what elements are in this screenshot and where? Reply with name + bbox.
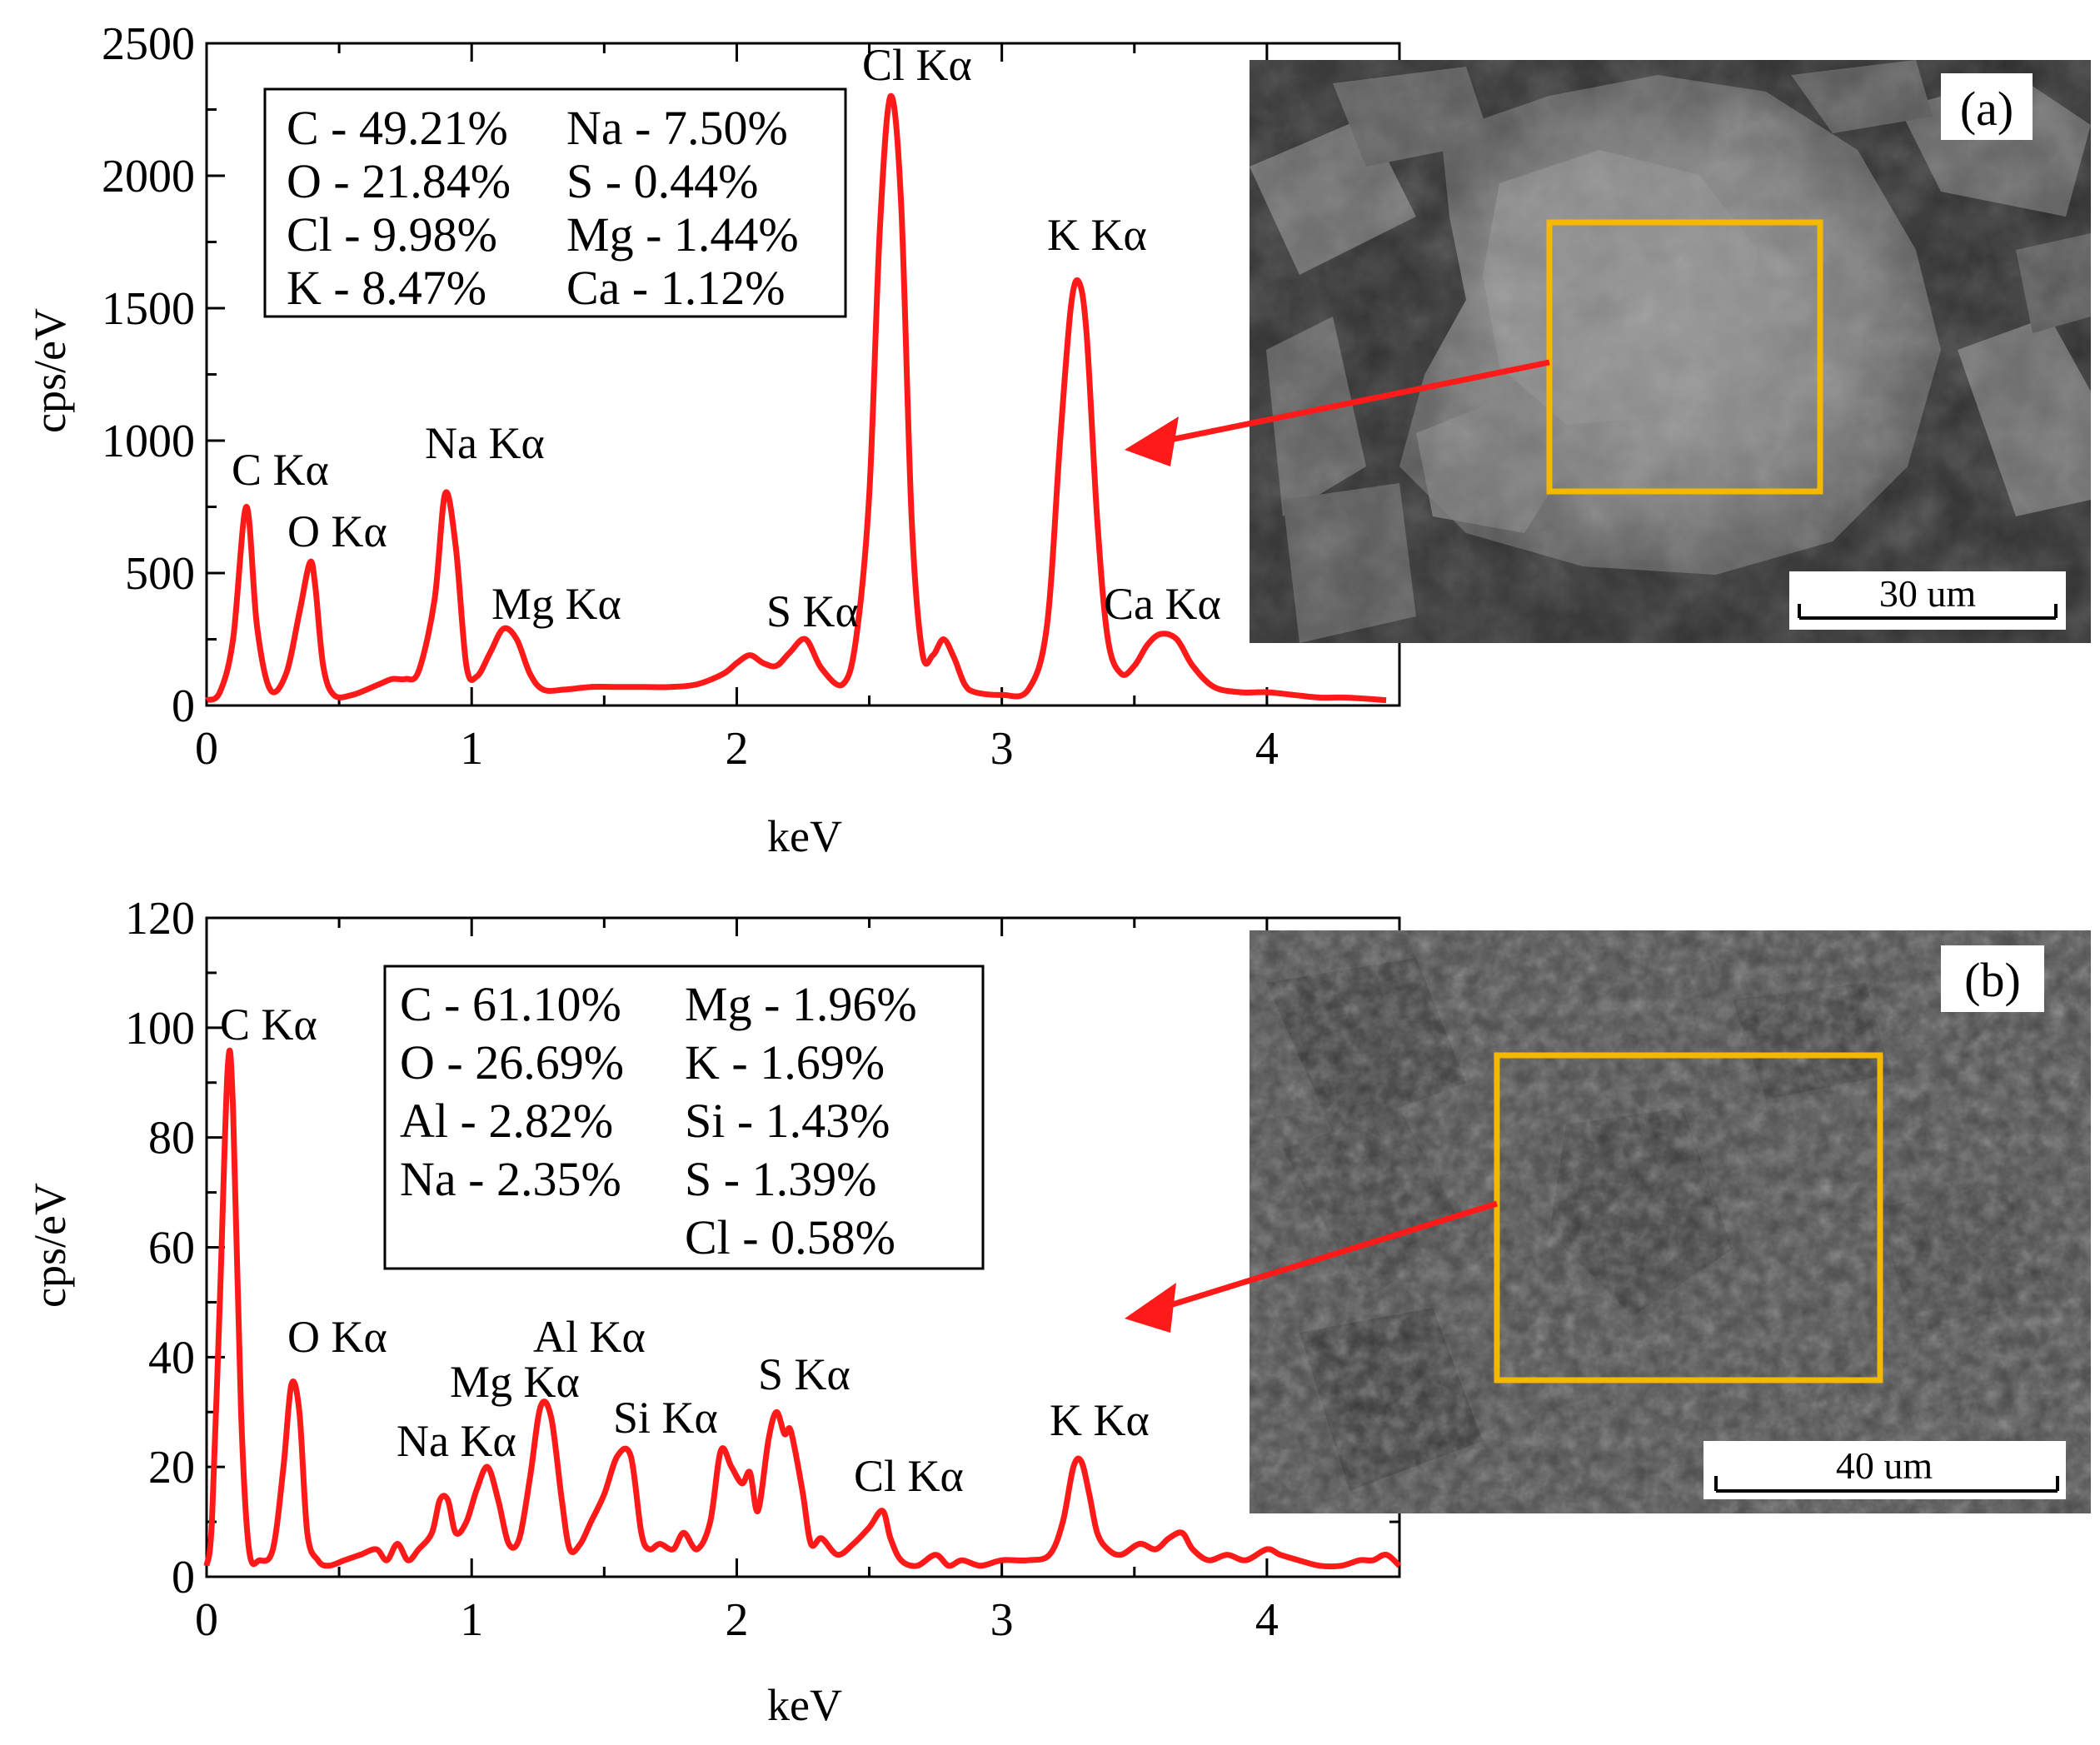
- y-tick-label-a-1: 500: [125, 548, 195, 600]
- x-tick-label-a-1: 1: [460, 723, 483, 775]
- y-tick-label-b-2: 40: [148, 1332, 195, 1384]
- x-tick-label-b-0: 0: [195, 1594, 218, 1646]
- arrow-a: [1125, 359, 1550, 466]
- peak-label-b-na: Na Kα: [397, 1416, 516, 1466]
- composition-a-4: Cl - 9.98%: [287, 207, 497, 262]
- chart-panel-a: 0 1 2 3 4 0 500 1000 1500 2000 2500: [102, 18, 1401, 775]
- y-tick-label-a-5: 2500: [102, 18, 195, 70]
- y-tick-label-b-5: 100: [125, 1003, 195, 1054]
- ticks-a: 0 1 2 3 4 0 500 1000 1500 2000 2500: [102, 18, 1399, 775]
- composition-a-7: Ca - 1.12%: [566, 261, 786, 315]
- peak-label-a-na: Na Kα: [425, 418, 545, 468]
- composition-a-1: Na - 7.50%: [566, 101, 788, 155]
- image-label-a: (a): [1960, 82, 2013, 136]
- peak-label-a-c: C Kα: [232, 445, 329, 495]
- sem-image-a: (a) 30 um: [1250, 60, 2091, 643]
- y-tick-label-b-3: 60: [148, 1223, 195, 1274]
- y-tick-label-a-3: 1500: [102, 283, 195, 335]
- sem-image-b: (b) 40 um: [1250, 930, 2091, 1513]
- composition-b-5: Si - 1.43%: [685, 1094, 890, 1148]
- x-axis-label-b: keV: [767, 1680, 842, 1730]
- spectrum-line-a-0: [205, 92, 1387, 704]
- y-axis-label-a: cps/eV: [25, 308, 75, 433]
- x-tick-label-a-4: 4: [1255, 723, 1279, 775]
- y-tick-label-a-0: 0: [172, 681, 195, 732]
- spectrum-a: [205, 92, 1387, 704]
- composition-box-a: C - 49.21% Na - 7.50% O - 21.84% S - 0.4…: [263, 87, 847, 318]
- peak-label-a-ca: Ca Kα: [1104, 579, 1221, 629]
- composition-b-0: C - 61.10%: [400, 977, 621, 1031]
- y-axis-label-b: cps/eV: [25, 1183, 75, 1308]
- y-tick-label-b-6: 120: [125, 893, 195, 945]
- x-tick-label-b-2: 2: [725, 1594, 748, 1646]
- peak-label-b-c: C Kα: [220, 1000, 317, 1049]
- x-tick-label-b-3: 3: [990, 1594, 1014, 1646]
- composition-a-3: S - 0.44%: [566, 154, 758, 208]
- y-tick-label-b-1: 20: [148, 1442, 195, 1493]
- peak-label-a-s: S Kα: [766, 586, 859, 636]
- highlight-box-a: [1546, 219, 1823, 495]
- x-tick-label-b-4: 4: [1255, 1594, 1279, 1646]
- y-tick-label-a-2: 1000: [102, 416, 195, 467]
- peak-label-a-cl: Cl Kα: [862, 40, 972, 90]
- x-tick-label-a-3: 3: [990, 723, 1014, 775]
- y-tick-label-b-4: 80: [148, 1113, 195, 1164]
- scale-bar-b: 40 um: [1836, 1444, 1933, 1487]
- peak-label-b-cl: Cl Kα: [854, 1451, 964, 1501]
- x-tick-label-a-0: 0: [195, 723, 218, 775]
- composition-b-8: Cl - 0.58%: [685, 1210, 895, 1264]
- composition-a-5: Mg - 1.44%: [566, 207, 799, 262]
- composition-a-0: C - 49.21%: [287, 101, 508, 155]
- scale-bar-a: 30 um: [1879, 572, 1977, 615]
- composition-b-7: S - 1.39%: [685, 1152, 876, 1206]
- composition-a-6: K - 8.47%: [287, 261, 486, 315]
- composition-b-1: Mg - 1.96%: [685, 977, 917, 1031]
- spectrum-b: [203, 1047, 1402, 1570]
- composition-b-3: K - 1.69%: [685, 1035, 885, 1089]
- peak-label-b-o: O Kα: [287, 1312, 387, 1362]
- peak-label-a-mg: Mg Kα: [491, 579, 621, 629]
- image-label-b: (b): [1964, 953, 2021, 1007]
- peak-label-b-s: S Kα: [758, 1349, 850, 1399]
- x-tick-label-a-2: 2: [725, 723, 748, 775]
- peak-label-a-k: K Kα: [1047, 210, 1147, 260]
- peak-label-b-si: Si Kα: [613, 1393, 718, 1443]
- arrow-b: [1125, 1200, 1499, 1333]
- composition-b-2: O - 26.69%: [400, 1035, 624, 1089]
- spectrum-line-b-0: [203, 1047, 1402, 1570]
- y-tick-label-a-4: 2000: [102, 151, 195, 202]
- peak-label-b-k: K Kα: [1050, 1395, 1150, 1445]
- composition-box-b: C - 61.10% Mg - 1.96% O - 26.69% K - 1.6…: [383, 965, 985, 1270]
- composition-b-6: Na - 2.35%: [400, 1152, 621, 1206]
- peak-label-b-mg: Mg Kα: [450, 1357, 580, 1407]
- peak-label-a-o: O Kα: [287, 506, 387, 556]
- x-axis-label-a: keV: [767, 811, 842, 861]
- x-tick-label-b-1: 1: [460, 1594, 483, 1646]
- y-tick-label-b-0: 0: [172, 1552, 195, 1603]
- composition-b-4: Al - 2.82%: [400, 1094, 613, 1148]
- highlight-box-b: [1494, 1052, 1883, 1384]
- composition-a-2: O - 21.84%: [287, 154, 511, 208]
- peak-label-b-al: Al Kα: [533, 1312, 646, 1362]
